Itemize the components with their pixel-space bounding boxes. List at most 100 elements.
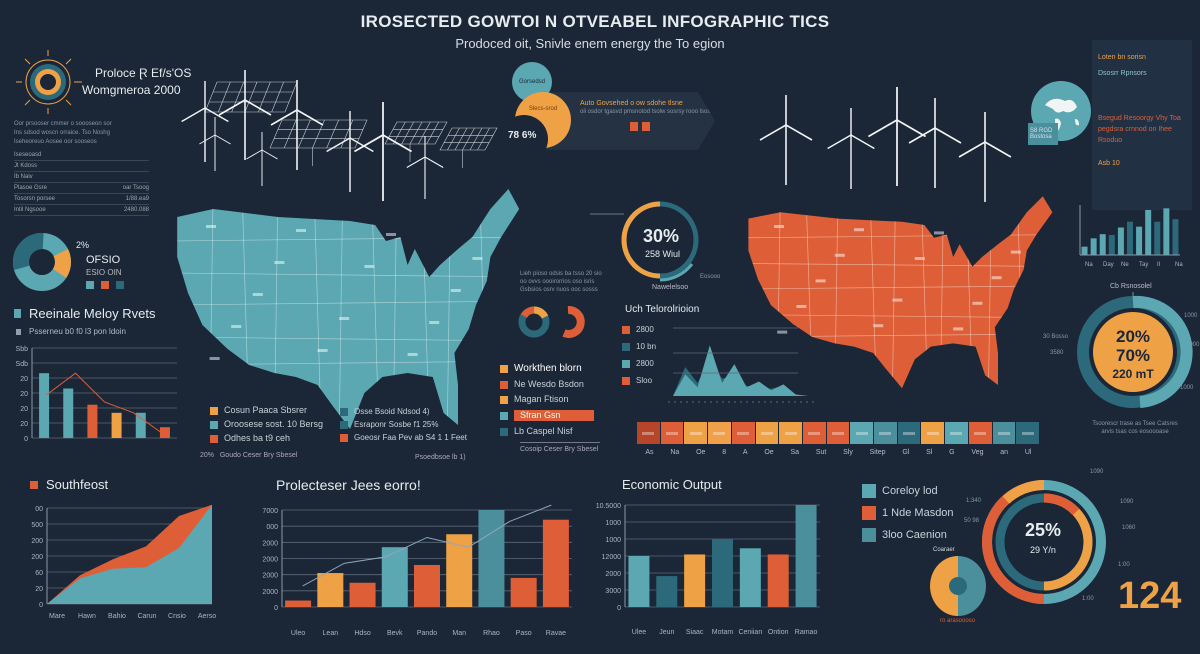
strip-cell xyxy=(802,422,827,444)
cell-text xyxy=(1021,431,1034,435)
x-tick-label: Man xyxy=(452,630,466,637)
ring-30-label: Nawelelsoo xyxy=(652,284,689,291)
wind-turbine-icon xyxy=(958,112,1012,202)
map-legend-mid-foot: Psoedbsoe lb 1) xyxy=(415,454,466,461)
strip-cell xyxy=(921,422,946,444)
legend-label: Ne Wesdo Bsdon xyxy=(514,379,584,389)
panel-subtitle: oil osdor tgasvd pmsnotod tsolw sosrsy r… xyxy=(580,109,711,115)
legend-item: 2800 xyxy=(622,326,656,334)
bar xyxy=(1108,235,1115,255)
ring-25-sub: 29 Y/n xyxy=(1030,545,1056,555)
strip-cell xyxy=(637,422,661,444)
bar xyxy=(1117,227,1124,255)
circle-label: Gorsedsd xyxy=(518,79,545,85)
y-tick-label: 3000 xyxy=(605,588,621,595)
ring-20-chart xyxy=(1077,292,1193,408)
bar xyxy=(739,548,761,607)
usage-title: Uch Telorolrioion xyxy=(625,304,700,315)
wind-turbine-icon xyxy=(181,81,229,162)
state-label xyxy=(834,253,845,257)
map-legend-left-foot: 20% Goudo Ceser Bry Sbesel xyxy=(200,452,297,459)
pie-note: ro arasoooso xyxy=(940,618,976,624)
bar xyxy=(159,427,170,438)
strip-cell xyxy=(992,422,1017,444)
x-tick-label: Ontion xyxy=(768,629,789,636)
state-label xyxy=(274,261,285,264)
strip-label: Oe xyxy=(696,449,706,456)
x-tick-label: Bevk xyxy=(387,630,403,637)
strip-cell xyxy=(660,422,685,444)
foot-text: Goudo Ceser Bry Sbesel xyxy=(219,452,298,459)
foot-pct: 20% xyxy=(200,452,215,459)
ring-25-label: 1090 xyxy=(1120,499,1134,505)
state-label xyxy=(252,293,263,296)
text-line: Iseheoreuo Aosee oor sooseos xyxy=(14,139,97,145)
y-tick-label: 2000 xyxy=(262,540,278,547)
x-tick-label: Motam xyxy=(712,629,734,636)
y-tick-label: 7000 xyxy=(262,508,278,515)
y-tick-label: 500 xyxy=(31,522,43,529)
bar xyxy=(1154,221,1161,255)
strip-label: 8 xyxy=(722,449,727,456)
legend-item: 10 bn xyxy=(622,343,656,351)
regional-subtitle: Psserneu b0 f0 l3 pon ldoin xyxy=(16,327,126,336)
y-tick-label: 000 xyxy=(266,524,278,531)
legend-swatch xyxy=(500,427,508,436)
strip-label: As xyxy=(645,449,654,456)
list-row: Ib Naiv xyxy=(14,172,149,183)
state-label xyxy=(892,298,903,302)
ring-20-left2: 3580 xyxy=(1050,350,1064,356)
ring-20-values: 20% 70% 220 mT xyxy=(1093,327,1173,384)
strip-cell xyxy=(755,422,780,444)
donut-label2: ESIO OIN xyxy=(86,268,122,277)
x-tick-label: Hawn xyxy=(78,613,96,620)
legend-label: Oroosese sost. 10 Bersg xyxy=(224,419,324,429)
work-foot: Cosoip Ceser Bry Sbesel xyxy=(520,442,600,453)
map-legend-mid: Osse Bsoid Ndsod 4) Esraponr Sosbe f1 25%… xyxy=(340,408,467,442)
strip-label: A xyxy=(742,449,748,456)
heat-strip xyxy=(637,422,1040,444)
bar xyxy=(510,577,537,607)
ring-25-label: 1060 xyxy=(1122,525,1136,531)
list-row: Tosorsn porsee 1/88.ea9 xyxy=(14,194,149,205)
y-tick-label: 2000 xyxy=(605,571,621,578)
list-row: Iseseoasd xyxy=(14,150,149,161)
donut-chart xyxy=(13,233,71,291)
sun-gear-icon xyxy=(16,50,82,114)
wind-turbine-icon xyxy=(867,87,927,186)
bar xyxy=(414,564,440,607)
state-label xyxy=(972,301,983,305)
y-tick-label: 0 xyxy=(274,605,278,612)
wind-solar-illustration xyxy=(181,70,1012,202)
page-subtitle: Prodoced oit, Snivle enem energy the To … xyxy=(455,36,725,51)
right-item1: Loten bn sorisn xyxy=(1098,54,1146,61)
list-value: oar Tsoog xyxy=(122,185,149,191)
legend-swatch xyxy=(101,281,109,289)
ring-20-note: Tsoorescr trase as Tsee Catsres arvis ts… xyxy=(1092,421,1178,435)
regional-subtitle-text: Psserneu b0 f0 l3 pon ldoin xyxy=(29,327,126,336)
projected-bar-chart: 0 2000 2000 2000 2000 000 7000 Uleo Lean Hdso Bevk… xyxy=(262,504,572,637)
y-tick-label: 200 xyxy=(31,554,43,561)
ring-20-l1: 20% xyxy=(1115,327,1151,346)
y-tick-label: 0 xyxy=(39,602,43,609)
trend-line xyxy=(46,372,163,434)
bar xyxy=(1127,221,1133,255)
cell-text xyxy=(737,431,750,435)
ring-25-label: 1:00 xyxy=(1118,562,1130,568)
state-label xyxy=(953,327,964,331)
southeast-title-text: Southfeost xyxy=(46,477,109,492)
legend-label: Cosun Paaca Sbsrer xyxy=(224,405,308,415)
usage-area-chart xyxy=(668,327,818,403)
ring-30-tag: Eosooo xyxy=(700,274,721,280)
legend-item: 3loo Caenion xyxy=(862,528,954,542)
cell-text xyxy=(855,431,868,435)
regional-title: Reeinale Meloy Rvets xyxy=(14,306,155,321)
legend-swatch xyxy=(340,421,348,429)
x-tick-label: Carun xyxy=(137,613,156,620)
regional-bar-chart: 0 20 20 20 20 Sdb Sbb xyxy=(16,346,177,443)
bar xyxy=(767,554,789,607)
cell-text xyxy=(784,431,797,435)
legend-label: Coreloy lod xyxy=(882,484,938,497)
legend-item: Osse Bsoid Ndsod 4) xyxy=(340,408,467,416)
donut-pct: 2% xyxy=(76,240,90,250)
